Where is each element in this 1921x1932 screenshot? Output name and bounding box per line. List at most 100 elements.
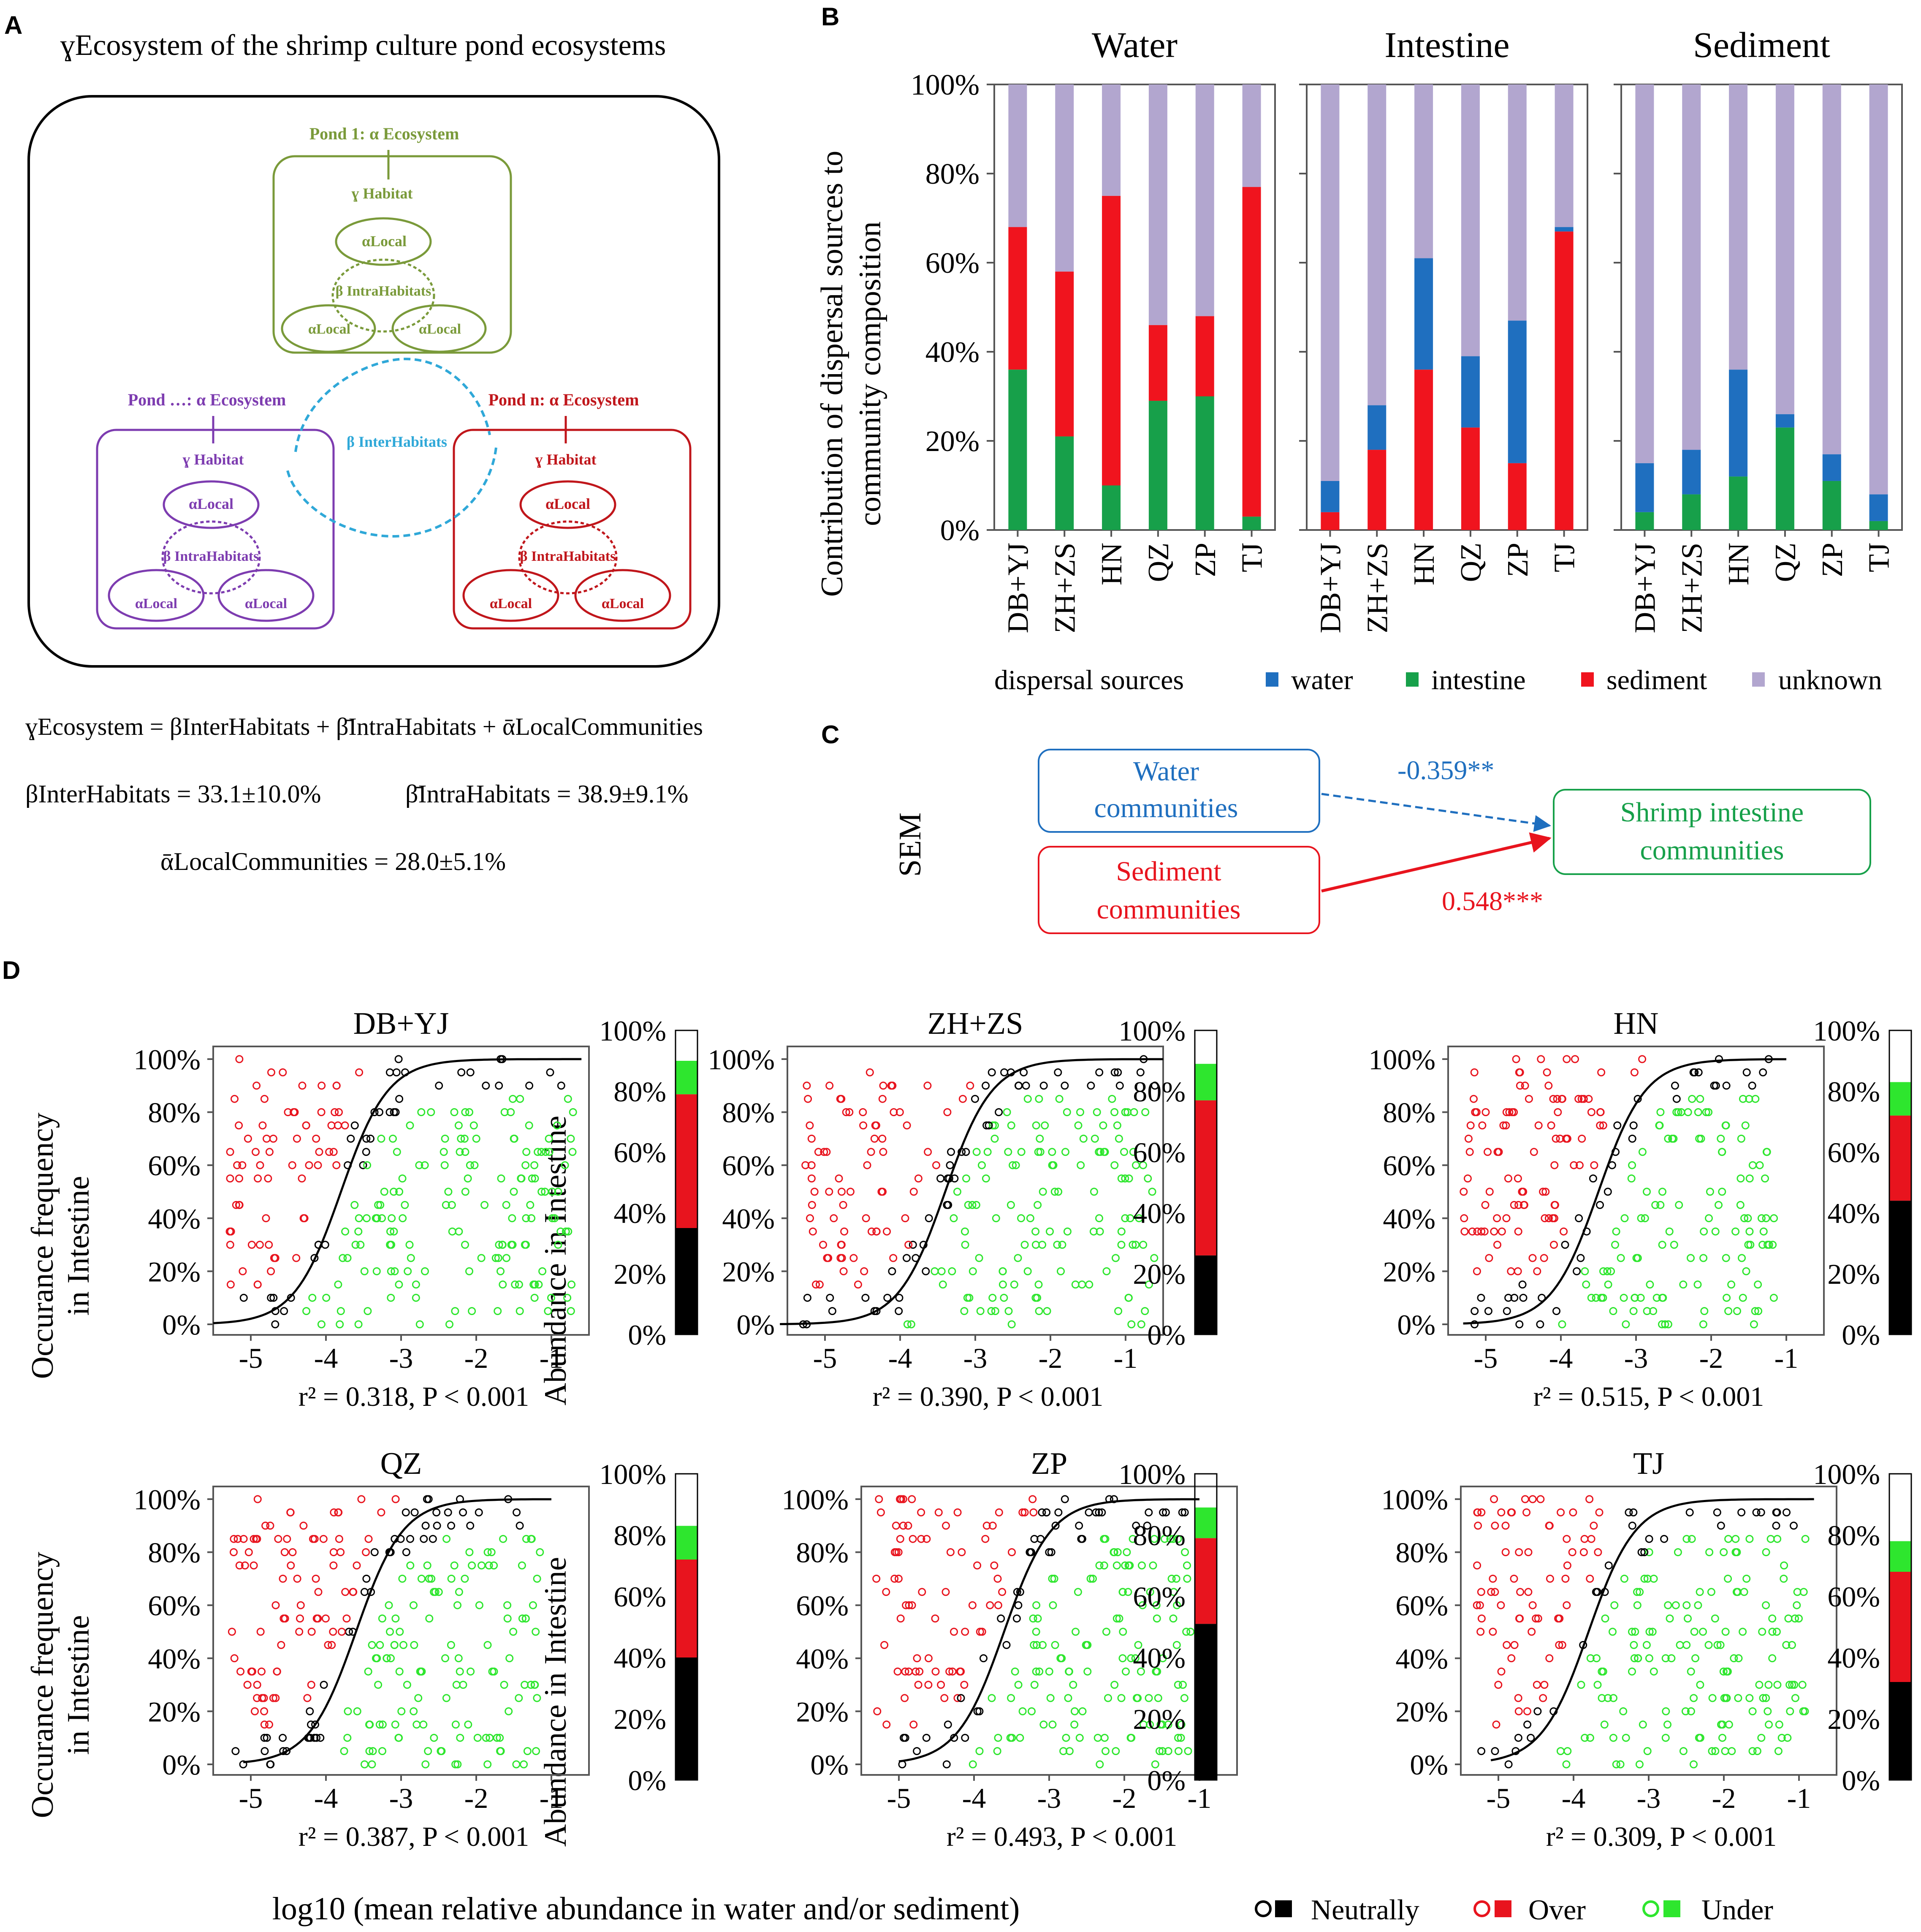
point-under [1675,1201,1683,1209]
point-under [369,1747,377,1755]
point-over [1630,1068,1639,1076]
bar-sediment-tj-intestine [1869,521,1888,530]
point-under [1078,1280,1086,1289]
point-under [1684,1108,1692,1117]
point-under [1696,1095,1704,1103]
point-over [293,1134,301,1143]
point-neutral [1575,1214,1583,1223]
point-under [1071,1280,1080,1289]
point-under [1174,1681,1182,1689]
bar-sediment-zh-zs-water [1682,450,1701,495]
ncm-stat-qz: r² = 0.387, P < 0.001 [298,1821,529,1852]
point-under [340,1747,348,1755]
point-over [901,1667,909,1676]
point-under [1146,1588,1154,1596]
point-under [364,1667,372,1676]
point-under [542,1148,550,1156]
shrimp-box-line1: Shrimp intestine [1620,797,1804,828]
bar-ytick-label-qz-3: 60% [613,1581,666,1613]
point-over [807,1134,816,1143]
point-over [1585,1095,1593,1103]
point-neutral [525,1081,534,1090]
point-over [312,1574,320,1583]
point-over [1549,1095,1557,1103]
bar-ytick-label-db-yj-1: 20% [613,1258,666,1290]
scatter-ytick-label-tj-4: 80% [1395,1537,1448,1569]
point-over [901,1694,909,1702]
point-over [296,1614,304,1623]
point-under [1017,1214,1025,1223]
water-communities-box [1038,749,1320,833]
point-over [230,1535,238,1543]
point-neutral [1717,1522,1725,1530]
point-neutral [1095,1068,1104,1076]
bar-ytick-label-hn-4: 80% [1827,1076,1880,1108]
point-under [1086,1574,1095,1583]
point-over [1477,1227,1486,1236]
point-under [994,1734,1002,1742]
point-under [1632,1254,1641,1262]
point-over [353,1561,361,1570]
point-under [465,1108,473,1117]
point-under [961,1241,969,1249]
abundance-under-hn [1889,1082,1911,1116]
point-under [1724,1574,1732,1583]
point-under [390,1641,399,1649]
point-over [226,1280,235,1289]
point-over [258,1667,266,1676]
point-over [225,1227,234,1236]
abundance-frame-zp [1194,1473,1218,1781]
point-under [368,1641,376,1649]
point-neutral [1510,1293,1519,1302]
point-over [307,1628,316,1636]
point-over [932,1161,940,1169]
point-over [288,1548,297,1557]
scatter-ytick-label-db-yj-0: 0% [162,1309,201,1341]
point-under [1004,1148,1012,1156]
point-under [1117,1174,1126,1183]
point-under [1558,1320,1566,1329]
point-under [485,1561,493,1570]
point-over [329,1148,338,1156]
point-over [239,1535,248,1543]
point-neutral [1504,1760,1513,1769]
point-over [1505,1108,1514,1117]
point-under [1687,1667,1695,1676]
scatter-points-zh-zs [799,1055,1159,1329]
point-under [1681,1707,1690,1715]
point-under [1172,1641,1181,1649]
point-under [1117,1241,1126,1249]
point-over [226,1241,234,1249]
point-neutral [1471,1307,1479,1315]
point-under [1783,1734,1792,1742]
point-over [267,1267,275,1275]
panel-c-letter: C [821,720,839,749]
point-over [377,1508,385,1516]
point-under [498,1241,507,1249]
point-neutral [961,1734,969,1742]
point-neutral [421,1522,430,1530]
point-over [1460,1227,1469,1236]
point-neutral [957,1694,965,1702]
point-under [1762,1148,1771,1156]
point-under [1153,1614,1161,1623]
point-under [430,1734,438,1742]
point-over [1545,1522,1554,1530]
point-under [1745,1535,1754,1543]
point-over [868,1227,876,1236]
point-over [887,1081,895,1090]
point-under [1043,1307,1051,1315]
point-over [1528,1495,1537,1503]
point-under [1120,1148,1128,1156]
point-over [883,1227,891,1236]
point-under [1641,1214,1649,1223]
bar-sediment-db-yj-intestine [1635,512,1654,530]
point-under [554,1241,562,1249]
point-under [1708,1694,1717,1702]
scatter-xtick-label-zh-zs-4: -1 [1114,1342,1138,1374]
point-over [329,1628,337,1636]
point-over [1489,1628,1497,1636]
point-over [839,1267,848,1275]
point-under [1609,1628,1617,1636]
point-over [1516,1081,1524,1090]
